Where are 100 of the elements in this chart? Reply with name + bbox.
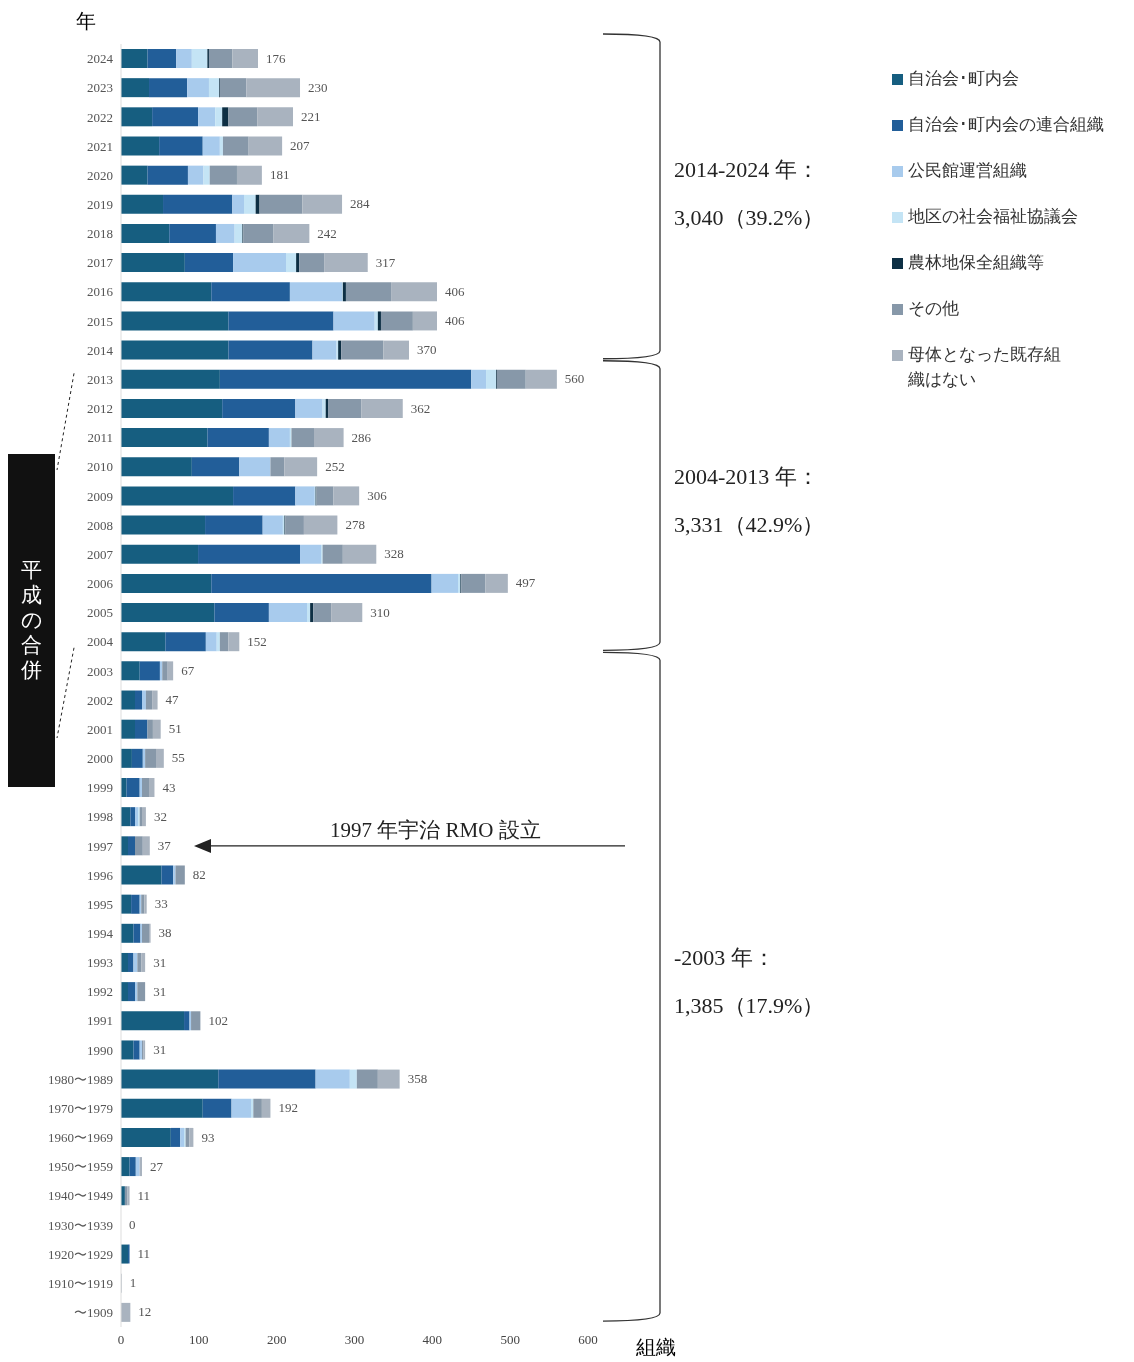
- y-tick-label: 1994: [87, 925, 114, 941]
- y-tick-label: 2023: [87, 80, 113, 96]
- y-tick-label: 2015: [87, 313, 113, 329]
- total-label: 310: [370, 604, 390, 620]
- total-label: 12: [138, 1304, 152, 1320]
- y-tick-label: 1940〜1949: [48, 1188, 113, 1204]
- y-tick-label: 1970〜1979: [48, 1100, 113, 1116]
- total-label: 192: [278, 1100, 298, 1116]
- total-label: 176: [265, 50, 286, 66]
- total-label: 37: [157, 837, 172, 853]
- text: 3,040（39.2%）: [674, 204, 825, 233]
- y-tick-label: 1960〜1969: [48, 1130, 113, 1146]
- y-tick-label: 2014: [87, 342, 114, 358]
- legend-label: 公民館運営組織: [908, 159, 1027, 182]
- y-tick-label: 2000: [87, 751, 113, 767]
- y-tick-label: 2007: [87, 546, 114, 562]
- y-tick-label: 1990: [87, 1042, 113, 1058]
- y-tick-label: 2003: [87, 663, 113, 679]
- total-label: 328: [384, 546, 404, 562]
- y-tick-label: 2001: [87, 721, 113, 737]
- y-tick-label: 2006: [87, 576, 114, 592]
- text: 2004-2013 年：: [674, 462, 820, 491]
- total-label: 278: [345, 517, 365, 533]
- total-label: 497: [515, 575, 536, 591]
- total-label: 31: [153, 1042, 167, 1058]
- annotation: 1997 年宇治 RMO 設立: [330, 816, 541, 844]
- total-label: 47: [165, 692, 180, 708]
- total-label: 362: [410, 400, 431, 416]
- text: 2014-2024 年：: [674, 156, 820, 185]
- text: -2003 年：: [674, 943, 776, 972]
- x-tick-label: 200: [266, 1332, 287, 1348]
- y-tick-label: 2018: [87, 226, 113, 242]
- total-label: 221: [301, 108, 321, 124]
- total-label: 242: [317, 225, 337, 241]
- total-label: 406: [445, 313, 465, 329]
- total-label: 207: [290, 138, 311, 154]
- x-tick-label: 500: [500, 1332, 520, 1348]
- total-label: 93: [201, 1129, 215, 1145]
- y-tick-label: 1930〜1939: [48, 1217, 113, 1233]
- y-tick-label: 2019: [87, 197, 113, 212]
- total-label: 11: [137, 1187, 151, 1203]
- x-tick-label: 300: [344, 1332, 365, 1348]
- y-tick-label: 2022: [87, 109, 113, 125]
- total-label: 317: [375, 254, 396, 270]
- y-tick-label: 2002: [87, 692, 113, 708]
- total-label: 286: [351, 429, 372, 445]
- y-tick-label: 2016: [87, 284, 114, 300]
- y-tick-label: 1980〜1989: [48, 1071, 113, 1087]
- total-label: 51: [168, 721, 182, 737]
- total-label: 252: [325, 458, 345, 474]
- y-tick-label: 1995: [87, 896, 113, 912]
- total-label: 82: [192, 867, 206, 883]
- legend-label: 自治会･町内会の連合組織: [908, 113, 1104, 136]
- text: 平成の合併: [20, 558, 43, 683]
- x-tick-label: 400: [422, 1332, 443, 1348]
- y-tick-label: 2010: [87, 459, 113, 475]
- text: 1,385（17.9%）: [674, 991, 825, 1020]
- total-label: 181: [269, 167, 290, 183]
- total-label: 306: [367, 487, 388, 503]
- y-tick-label: 1999: [87, 780, 113, 796]
- y-tick-label: 1996: [87, 867, 114, 883]
- legend-label: 母体となった既存組織はない: [908, 343, 1062, 391]
- total-label: 31: [153, 954, 167, 970]
- total-label: 284: [350, 196, 371, 212]
- y-tick-label: 1991: [87, 1013, 113, 1029]
- total-label: 406: [445, 283, 465, 299]
- legend-label: 自治会･町内会: [908, 67, 1019, 90]
- y-tick-label: 1997: [87, 838, 114, 854]
- y-tick-label: 1998: [87, 809, 113, 825]
- x-tick-label: 600: [578, 1332, 598, 1348]
- legend-label: 地区の社会福祉協議会: [908, 205, 1078, 228]
- total-label: 152: [247, 633, 267, 649]
- total-label: 358: [407, 1071, 428, 1087]
- y-tick-label: 1992: [87, 984, 113, 1000]
- total-label: 1: [129, 1275, 137, 1291]
- x-tick-label: 0: [117, 1332, 125, 1348]
- total-label: 43: [162, 779, 176, 795]
- y-tick-label: 2013: [87, 371, 113, 387]
- total-label: 67: [181, 662, 195, 678]
- y-tick-label: 2012: [87, 401, 113, 417]
- y-tick-label: 1950〜1959: [48, 1159, 113, 1175]
- y-tick-label: 〜1909: [74, 1305, 113, 1321]
- y-tick-label: 1910〜1919: [48, 1275, 113, 1291]
- y-tick-label: 2004: [87, 634, 114, 650]
- y-tick-label: 2021: [87, 138, 113, 154]
- total-label: 32: [153, 808, 167, 824]
- total-label: 560: [564, 371, 585, 387]
- y-tick-label: 2009: [87, 488, 113, 504]
- total-label: 230: [308, 79, 328, 95]
- x-axis-title: 組織: [636, 1334, 676, 1361]
- total-label: 102: [208, 1012, 228, 1028]
- y-tick-label: 2005: [87, 605, 113, 621]
- y-tick-label: 2011: [87, 430, 113, 446]
- y-tick-label: 2024: [87, 51, 114, 67]
- x-tick-label: 100: [189, 1332, 209, 1348]
- y-tick-label: 2020: [87, 167, 113, 183]
- y-tick-label: 1993: [87, 955, 113, 971]
- total-label: 0: [129, 1216, 136, 1232]
- legend-label: 農林地保全組織等: [908, 251, 1044, 274]
- total-label: 55: [171, 750, 185, 766]
